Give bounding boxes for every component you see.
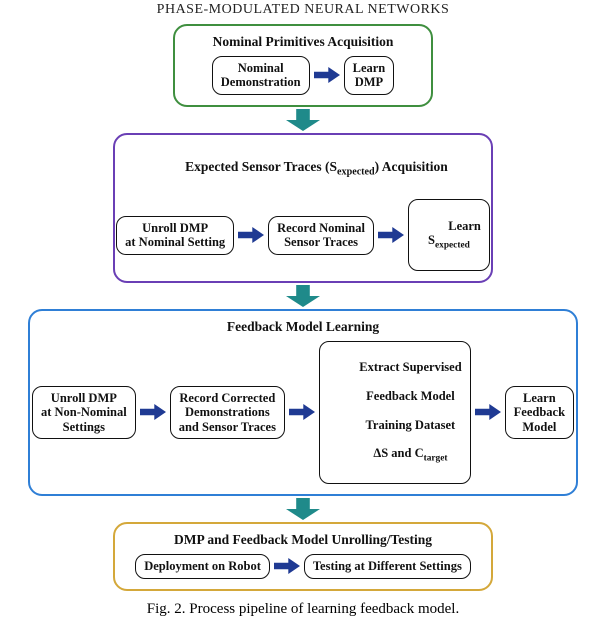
n3ds: ΔS (373, 446, 388, 460)
node-extract-dataset: Extract Supervised Feedback Model Traini… (319, 341, 471, 484)
stage1-title: Nominal Primitives Acquisition (185, 34, 421, 50)
node-record-nominal-traces: Record Nominal Sensor Traces (268, 216, 374, 255)
stage2-title-post: ) Acquisition (375, 159, 448, 174)
h-arrow-icon (238, 227, 264, 243)
stage3-row: Unroll DMP at Non-Nominal Settings Recor… (40, 341, 566, 484)
h-arrow-icon (314, 67, 340, 83)
stage2-title: Expected Sensor Traces (Sexpected) Acqui… (125, 143, 481, 194)
node-learn-s-expected: Learn Sexpected (408, 199, 490, 270)
stage2-title-sym: S (330, 159, 338, 174)
v-arrow-icon (286, 109, 320, 131)
h-arrow-icon (289, 404, 315, 420)
figure-caption: Fig. 2. Process pipeline of learning fee… (0, 601, 606, 618)
n3c: C (415, 446, 424, 460)
node-record-corrected: Record Corrected Demonstrations and Sens… (170, 386, 285, 439)
stage4-row: Deployment on Robot Testing at Different… (125, 554, 481, 578)
node-deployment-robot: Deployment on Robot (135, 554, 270, 578)
stage2-row: Unroll DMP at Nominal Setting Record Nom… (125, 199, 481, 270)
stage-unrolling-testing: DMP and Feedback Model Unrolling/Testing… (113, 522, 493, 590)
h-arrow-icon (378, 227, 404, 243)
node-testing-settings: Testing at Different Settings (304, 554, 471, 578)
pipeline-column: Nominal Primitives Acquisition Nominal D… (0, 24, 606, 591)
v-arrow-icon (286, 285, 320, 307)
stage-feedback-model-learning: Feedback Model Learning Unroll DMP at No… (28, 309, 578, 496)
n3and: and (388, 446, 414, 460)
stage3-title: Feedback Model Learning (40, 319, 566, 335)
n3l2: Feedback Model (366, 389, 455, 403)
node-learn-s-pre: Learn (448, 219, 481, 233)
node-learn-s-sub: expected (435, 241, 470, 251)
stage-nominal-primitives: Nominal Primitives Acquisition Nominal D… (173, 24, 433, 107)
h-arrow-icon (475, 404, 501, 420)
stage4-title: DMP and Feedback Model Unrolling/Testing (125, 532, 481, 548)
top-cutoff-title: PHASE-MODULATED NEURAL NETWORKS (0, 2, 606, 18)
n3l3: Training Dataset (365, 418, 455, 432)
node-nominal-demonstration: Nominal Demonstration (212, 56, 310, 95)
h-arrow-icon (274, 558, 300, 574)
n3l1: Extract Supervised (359, 360, 461, 374)
stage-expected-sensor-traces: Expected Sensor Traces (Sexpected) Acqui… (113, 133, 493, 283)
stage2-title-sub: expected (337, 166, 375, 177)
node-unroll-dmp-nominal: Unroll DMP at Nominal Setting (116, 216, 234, 255)
stage2-title-pre: Expected Sensor Traces ( (185, 159, 329, 174)
stage1-row: Nominal Demonstration Learn DMP (185, 56, 421, 95)
node-learn-dmp: Learn DMP (344, 56, 395, 95)
node-unroll-dmp-nonnominal: Unroll DMP at Non-Nominal Settings (32, 386, 136, 439)
node-learn-s-sym: S (428, 233, 435, 247)
n3csub: target (424, 454, 448, 464)
v-arrow-icon (286, 498, 320, 520)
node-learn-feedback-model: Learn Feedback Model (505, 386, 574, 439)
h-arrow-icon (140, 404, 166, 420)
